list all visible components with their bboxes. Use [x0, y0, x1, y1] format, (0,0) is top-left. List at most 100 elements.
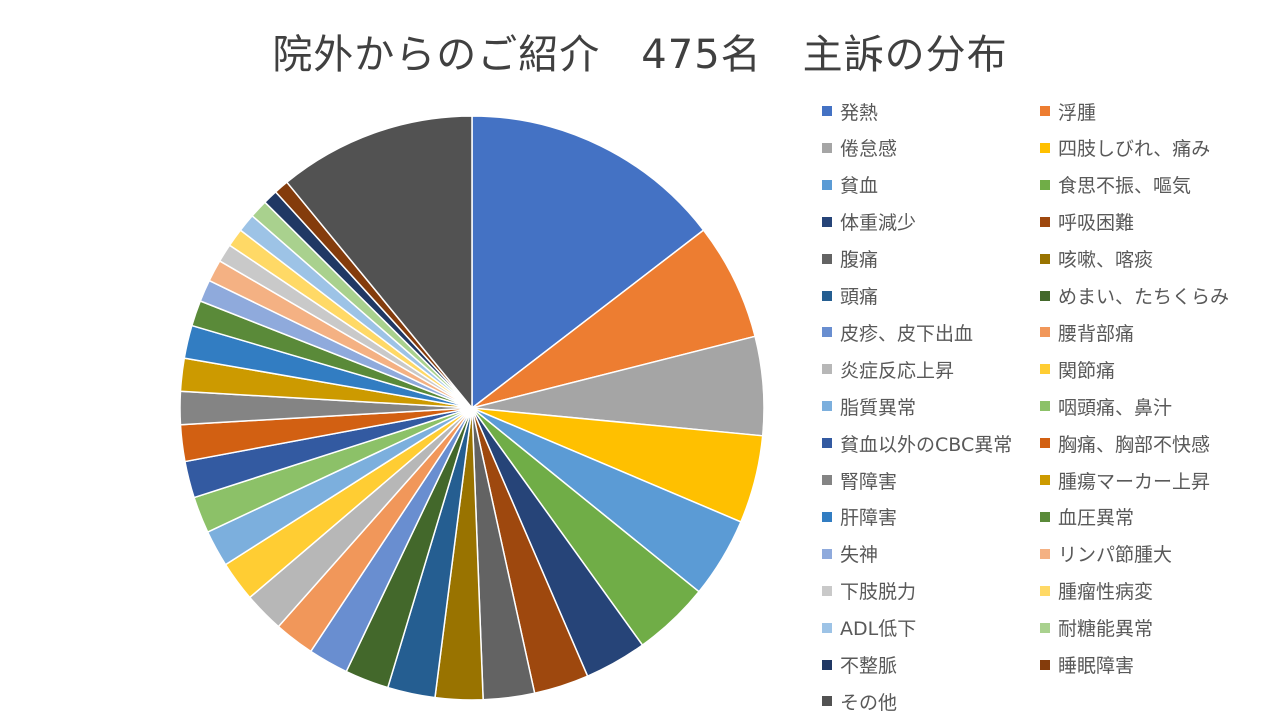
legend-label: その他 [840, 691, 898, 714]
legend-swatch [1040, 401, 1050, 412]
legend-swatch [1040, 659, 1050, 670]
legend-item: 胸痛、胸部不快感 [1040, 428, 1210, 458]
legend-item: 不整脈 [822, 650, 897, 680]
legend-label: リンパ節腫大 [1058, 544, 1173, 567]
legend-item: めまい、たちくらみ [1040, 281, 1229, 311]
pie-slice-1 [471, 115, 705, 409]
legend-item: 肝障害 [822, 502, 897, 532]
legend-label: 不整脈 [840, 655, 898, 677]
legend-item: 発熱 [822, 96, 878, 126]
legend-label: 食思不振、嘔気 [1058, 175, 1192, 198]
legend-item: 腎障害 [822, 465, 897, 495]
legend-swatch [1040, 179, 1050, 190]
legend-item: 咽頭痛、鼻汁 [1040, 391, 1172, 421]
legend-label: 炎症反応上昇 [840, 359, 955, 382]
legend-swatch [822, 696, 832, 707]
pie-slice-33 [286, 115, 473, 409]
legend-swatch [822, 106, 832, 116]
legend-item: 腫瘤性病変 [1040, 576, 1153, 606]
legend-item: 食思不振、嘔気 [1040, 170, 1191, 200]
legend-swatch [1040, 548, 1050, 559]
legend-label: 胸痛、胸部不快感 [1058, 433, 1211, 456]
legend-swatch [822, 327, 832, 338]
legend-swatch [822, 401, 832, 412]
legend-item: 脂質異常 [822, 391, 916, 421]
legend-swatch [822, 142, 832, 153]
legend-item: リンパ節腫大 [1040, 539, 1172, 569]
legend-swatch [822, 622, 832, 633]
legend-swatch [822, 585, 832, 596]
legend-label: 体重減少 [840, 212, 917, 235]
legend-item: 呼吸困難 [1040, 207, 1134, 237]
legend-item: 下肢脱力 [822, 576, 916, 606]
legend-swatch [822, 290, 832, 301]
legend-item: その他 [822, 686, 897, 716]
legend-swatch [1040, 142, 1050, 153]
legend-swatch [1040, 106, 1050, 116]
pie-slice-2 [471, 229, 756, 409]
legend-label: めまい、たちくらみ [1058, 286, 1230, 308]
legend-label: 腎障害 [840, 470, 898, 493]
legend-swatch [1040, 622, 1050, 633]
legend-label: 耐糖能異常 [1058, 618, 1154, 641]
legend-item: 体重減少 [822, 207, 916, 237]
chart-title: 院外からのご紹介 475名 主訴の分布 [272, 32, 1008, 78]
legend-label: 脂質異常 [840, 396, 917, 419]
legend-swatch [822, 438, 832, 449]
legend-swatch [1040, 438, 1050, 449]
legend-item: 腫瘍マーカー上昇 [1040, 465, 1210, 495]
legend-item: 貧血以外のCBC異常 [822, 428, 1012, 458]
legend-item: 倦怠感 [822, 133, 897, 163]
legend-item: 睡眠障害 [1040, 650, 1134, 680]
legend-swatch [822, 253, 832, 264]
legend-label: 咽頭痛、鼻汁 [1058, 396, 1173, 419]
legend-label: 腰背部痛 [1058, 322, 1135, 345]
legend-item: 関節痛 [1040, 354, 1115, 384]
legend-swatch [822, 179, 832, 190]
legend-label: 浮腫 [1058, 101, 1097, 124]
legend-swatch [1040, 585, 1050, 596]
legend-label: 四肢しびれ、痛み [1058, 138, 1211, 161]
legend-label: 倦怠感 [840, 138, 898, 161]
legend-item: 咳嗽、喀痰 [1040, 244, 1153, 274]
legend-label: 失神 [840, 544, 879, 567]
legend-label: 皮疹、皮下出血 [840, 322, 974, 345]
legend-item: 腹痛 [822, 244, 878, 274]
pie-chart [179, 115, 765, 701]
legend-item: 皮疹、皮下出血 [822, 317, 973, 347]
legend-label: 貧血 [840, 175, 879, 198]
legend-label: 睡眠障害 [1058, 655, 1135, 677]
legend-swatch [822, 216, 832, 227]
legend-label: 下肢脱力 [840, 581, 917, 604]
legend-label: 貧血以外のCBC異常 [840, 433, 1013, 456]
legend-item: 頭痛 [822, 281, 878, 311]
legend-label: 発熱 [840, 101, 879, 124]
legend-label: 咳嗽、喀痰 [1058, 249, 1154, 272]
legend-item: 四肢しびれ、痛み [1040, 133, 1210, 163]
legend-label: 頭痛 [840, 286, 879, 308]
legend-swatch [1040, 327, 1050, 338]
legend-label: 関節痛 [1058, 359, 1116, 382]
legend-swatch [822, 511, 832, 522]
legend-swatch [1040, 216, 1050, 227]
legend-item: 血圧異常 [1040, 502, 1134, 532]
legend-item: 炎症反応上昇 [822, 354, 954, 384]
legend-item: ADL低下 [822, 613, 916, 643]
legend-swatch [1040, 475, 1050, 485]
legend-item: 腰背部痛 [1040, 317, 1134, 347]
legend-swatch [1040, 511, 1050, 522]
legend-item: 耐糖能異常 [1040, 613, 1153, 643]
legend-label: 肝障害 [840, 507, 898, 530]
legend-label: 呼吸困難 [1058, 212, 1135, 235]
legend-item: 失神 [822, 539, 878, 569]
legend-swatch [822, 475, 832, 485]
legend-swatch [822, 364, 832, 375]
legend-swatch [822, 659, 832, 670]
legend-swatch [822, 548, 832, 559]
legend-item: 貧血 [822, 170, 878, 200]
legend-swatch [1040, 364, 1050, 375]
legend-label: 腹痛 [840, 249, 879, 272]
legend-label: ADL低下 [840, 618, 917, 641]
legend-label: 血圧異常 [1058, 507, 1135, 530]
legend-swatch [1040, 253, 1050, 264]
